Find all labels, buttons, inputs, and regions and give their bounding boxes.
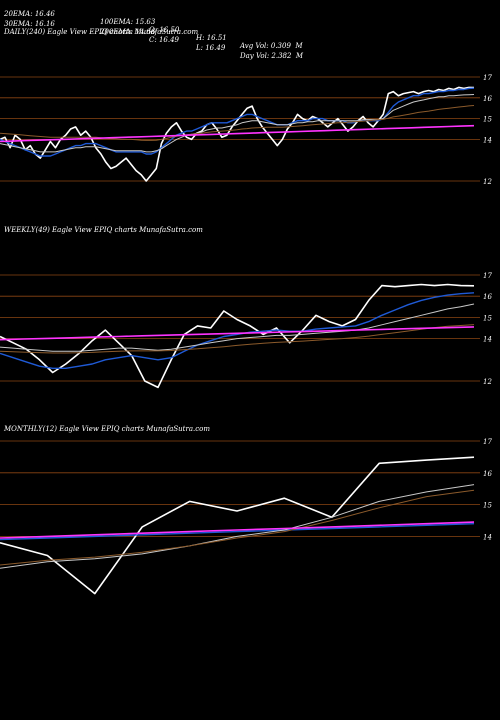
monthly-trend-line (0, 521, 475, 539)
daily-tick-label: 12 (483, 178, 492, 186)
daily-ema-mid-line (0, 94, 475, 153)
weekly-trend-line (0, 326, 475, 341)
monthly-tick-label: 16 (483, 470, 492, 478)
header-row-2: 30EMA: 16.16 200EMA: 14.66 C: 16.49 L: 1… (4, 12, 303, 60)
daily-tick-label: 16 (483, 95, 492, 103)
weekly-chart-title: WEEKLY(49) Eagle View EPIQ charts Munafa… (4, 226, 203, 234)
header-row-1: 20EMA: 16.46 100EMA: 15.63 O: 16.50 H: 1… (4, 2, 303, 50)
monthly-ema-mid-line (0, 484, 475, 569)
weekly-tick-label: 14 (483, 336, 492, 344)
monthly-tick-label: 14 (483, 533, 492, 541)
weekly-ema-mid-line (0, 303, 475, 352)
monthly-price-line (0, 456, 475, 595)
monthly-tick-label: 15 (483, 502, 492, 510)
daily-chart-title: DAILY(240) Eagle View EPIQ charts Munafa… (4, 28, 199, 36)
monthly-chart-title: MONTHLY(12) Eagle View EPIQ charts Munaf… (4, 425, 211, 433)
weekly-ema-slow-line (0, 324, 475, 354)
weekly-tick-label: 17 (483, 272, 492, 280)
daily-price-line (0, 86, 475, 182)
weekly-ema-fast-line (0, 292, 475, 369)
monthly-ema-slow-line (0, 489, 475, 566)
header-ema100: 100EMA: 15.63 (100, 18, 156, 26)
daily-ema-slow-line (0, 105, 475, 141)
monthly-ema-fast-line (0, 523, 475, 541)
header-ema20: 20EMA: 16.46 (4, 10, 55, 18)
weekly-tick-label: 12 (483, 378, 492, 386)
header-day-vol: Day Vol: 2.382 M (240, 52, 304, 60)
daily-tick-label: 17 (483, 74, 492, 82)
daily-trend-line (0, 124, 475, 143)
weekly-tick-label: 16 (483, 293, 492, 301)
header-ema30: 30EMA: 16.16 (4, 20, 55, 28)
header-high: H: 16.51 (196, 34, 227, 42)
daily-tick-label: 15 (483, 116, 492, 124)
weekly-tick-label: 15 (483, 314, 492, 322)
daily-ema-fast-line (0, 87, 475, 157)
weekly-price-line (0, 283, 475, 389)
daily-tick-label: 14 (483, 136, 492, 144)
header-close: C: 16.49 (149, 36, 179, 44)
header-low: L: 16.49 (196, 44, 226, 52)
header-avg-vol: Avg Vol: 0.309 M (240, 42, 303, 50)
header-open: O: 16.50 (149, 26, 180, 34)
monthly-tick-label: 17 (483, 438, 492, 446)
header-ema200: 200EMA: 14.66 (100, 28, 156, 36)
